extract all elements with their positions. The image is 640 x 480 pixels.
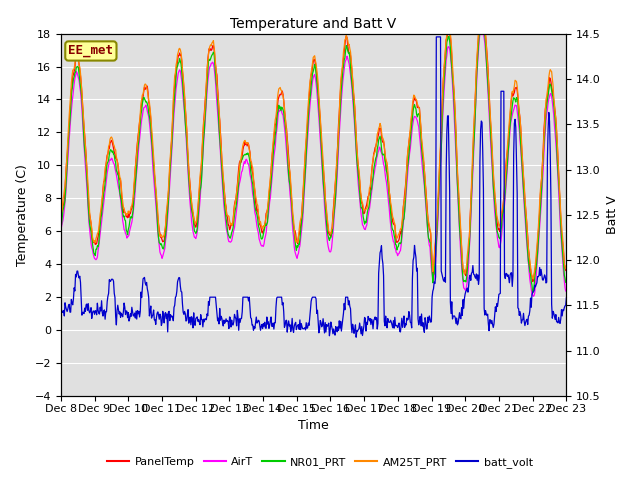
Legend: PanelTemp, AirT, NR01_PRT, AM25T_PRT, batt_volt: PanelTemp, AirT, NR01_PRT, AM25T_PRT, ba… (102, 452, 538, 472)
Text: EE_met: EE_met (68, 45, 113, 58)
Y-axis label: Batt V: Batt V (607, 195, 620, 234)
Y-axis label: Temperature (C): Temperature (C) (16, 164, 29, 266)
X-axis label: Time: Time (298, 419, 329, 432)
Title: Temperature and Batt V: Temperature and Batt V (230, 17, 397, 31)
